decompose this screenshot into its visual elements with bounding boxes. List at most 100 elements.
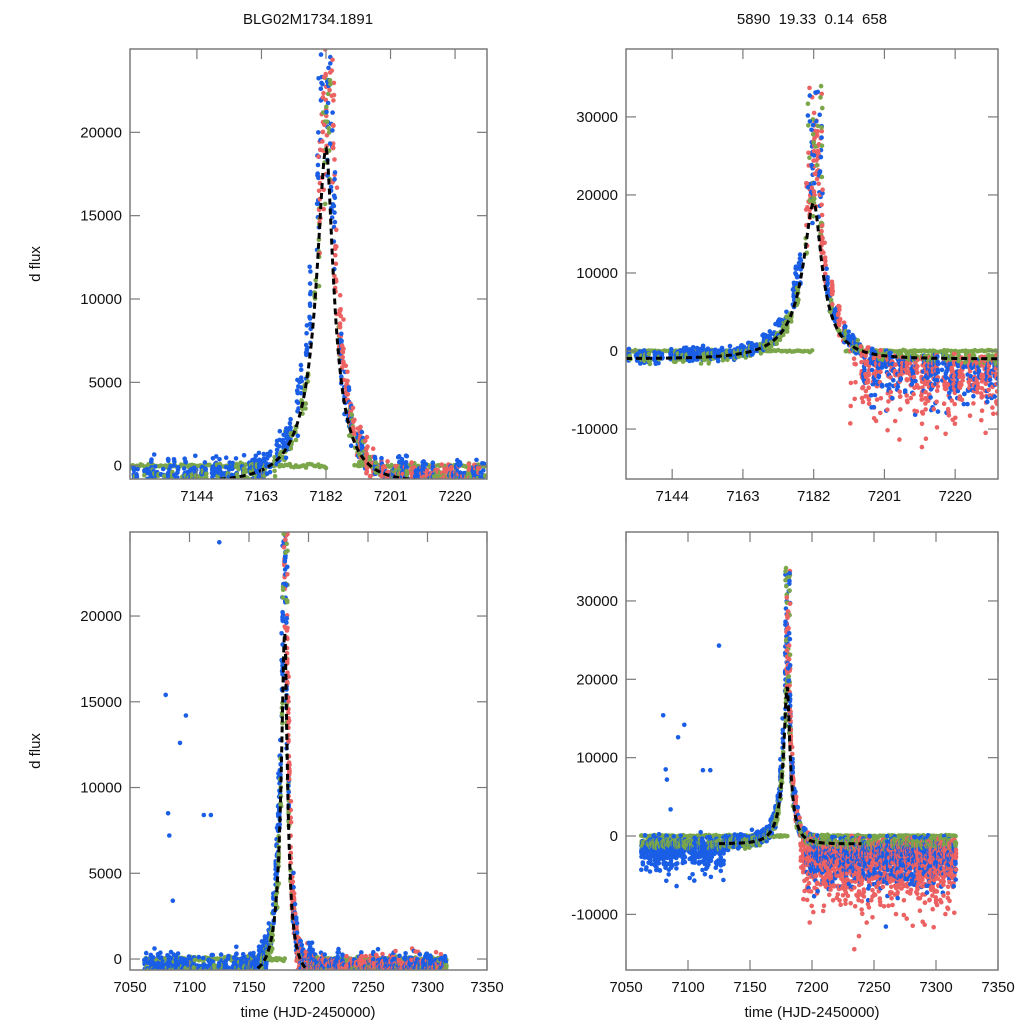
point-green <box>466 480 471 485</box>
point-blue <box>181 973 186 978</box>
point-green <box>229 489 234 494</box>
point-blue <box>164 973 169 978</box>
point-blue <box>146 978 151 983</box>
point-green <box>282 956 287 961</box>
point-green <box>180 481 185 486</box>
point-red <box>334 228 339 233</box>
point-green <box>439 483 444 488</box>
point-green <box>405 480 410 485</box>
point-blue <box>159 484 164 489</box>
x-tick-label: 7182 <box>797 488 830 505</box>
point-red <box>430 482 435 487</box>
point-green <box>130 483 135 488</box>
point-blue <box>216 481 221 486</box>
point-blue <box>319 86 324 91</box>
point-green <box>472 482 477 487</box>
y-tick-label: 0 <box>114 458 122 475</box>
point-blue <box>152 972 157 977</box>
point-green <box>806 101 811 106</box>
point-blue <box>159 974 164 979</box>
point-red <box>947 413 952 418</box>
point-blue <box>405 454 410 459</box>
point-green <box>157 975 162 980</box>
point-blue <box>176 971 181 976</box>
point-red <box>327 88 332 93</box>
point-blue <box>427 486 432 491</box>
point-blue <box>159 977 164 982</box>
point-green <box>486 484 491 489</box>
point-green <box>433 480 438 485</box>
point-blue <box>176 467 181 472</box>
point-blue <box>155 977 160 982</box>
point-blue <box>183 459 188 464</box>
point-blue <box>392 480 397 485</box>
point-green <box>157 975 162 980</box>
point-red <box>327 37 332 42</box>
point-green <box>452 480 457 485</box>
point-blue <box>413 480 418 485</box>
point-green <box>196 482 201 487</box>
point-red <box>317 189 322 194</box>
point-blue <box>150 975 155 980</box>
point-red <box>371 446 376 451</box>
x-tick-label: 7201 <box>868 488 901 505</box>
point-green <box>163 492 168 497</box>
point-blue <box>157 971 162 976</box>
point-red <box>837 304 842 309</box>
point-red <box>322 75 327 80</box>
point-blue <box>156 973 161 978</box>
point-red <box>420 481 425 486</box>
point-red <box>409 460 414 465</box>
point-green <box>476 496 481 501</box>
point-blue <box>149 974 154 979</box>
point-green <box>397 480 402 485</box>
point-red <box>812 111 817 116</box>
point-green <box>145 972 150 977</box>
point-blue <box>160 488 165 493</box>
point-blue <box>423 479 428 484</box>
point-red <box>412 486 417 491</box>
point-red <box>385 482 390 487</box>
x-tick-label: 7163 <box>245 488 278 505</box>
point-blue <box>152 973 157 978</box>
point-green <box>249 481 254 486</box>
point-green <box>228 480 233 485</box>
point-red <box>920 445 925 450</box>
point-green <box>149 986 154 991</box>
point-blue <box>891 378 896 383</box>
point-blue <box>373 455 378 460</box>
point-red <box>815 177 820 182</box>
point-blue <box>166 483 171 488</box>
point-green <box>164 974 169 979</box>
point-blue <box>333 196 338 201</box>
point-red <box>433 484 438 489</box>
point-green <box>185 482 190 487</box>
point-blue <box>213 484 218 489</box>
point-red <box>467 482 472 487</box>
point-blue <box>182 973 187 978</box>
point-blue <box>890 396 895 401</box>
point-green <box>151 482 156 487</box>
point-red <box>328 42 333 47</box>
point-green <box>170 974 175 979</box>
point-red <box>432 491 437 496</box>
point-blue <box>475 480 480 485</box>
point-blue <box>257 451 262 456</box>
point-blue <box>464 480 469 485</box>
point-red <box>915 364 920 369</box>
point-blue <box>149 971 154 976</box>
point-green <box>130 482 135 487</box>
point-red <box>426 486 431 491</box>
point-blue <box>169 972 174 977</box>
point-blue <box>144 956 149 961</box>
point-green <box>133 484 138 489</box>
point-green <box>429 485 434 490</box>
point-blue <box>162 977 167 982</box>
point-blue <box>935 378 940 383</box>
point-red <box>467 462 472 467</box>
point-green <box>482 484 487 489</box>
point-red <box>341 346 346 351</box>
point-red <box>942 401 947 406</box>
point-blue <box>466 483 471 488</box>
point-blue <box>268 453 273 458</box>
